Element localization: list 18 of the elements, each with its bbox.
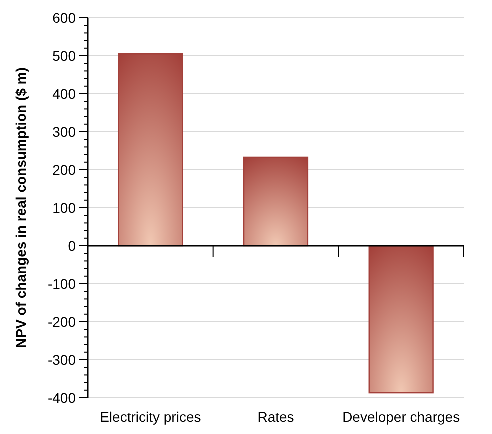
y-tick-label: 300 — [52, 124, 76, 140]
bar — [243, 156, 309, 247]
x-tick-label: Electricity prices — [100, 409, 202, 425]
y-tick-label: -100 — [48, 276, 76, 292]
y-axis-title: NPV of changes in real consumption ($ m) — [13, 68, 29, 348]
y-tick-label: 600 — [52, 10, 76, 26]
y-tick-label: -200 — [48, 314, 76, 330]
bar — [368, 245, 434, 394]
y-tick-label: 0 — [68, 238, 76, 254]
y-tick-label: 400 — [52, 86, 76, 102]
y-tick-label: 200 — [52, 162, 76, 178]
x-tick-label: Developer charges — [342, 409, 460, 425]
bar — [118, 54, 184, 247]
y-tick-label: -400 — [48, 390, 76, 406]
x-tick-label: Rates — [258, 409, 294, 425]
y-tick-label: -300 — [48, 352, 76, 368]
y-tick-label: 500 — [52, 48, 76, 64]
y-tick-label: 100 — [52, 200, 76, 216]
